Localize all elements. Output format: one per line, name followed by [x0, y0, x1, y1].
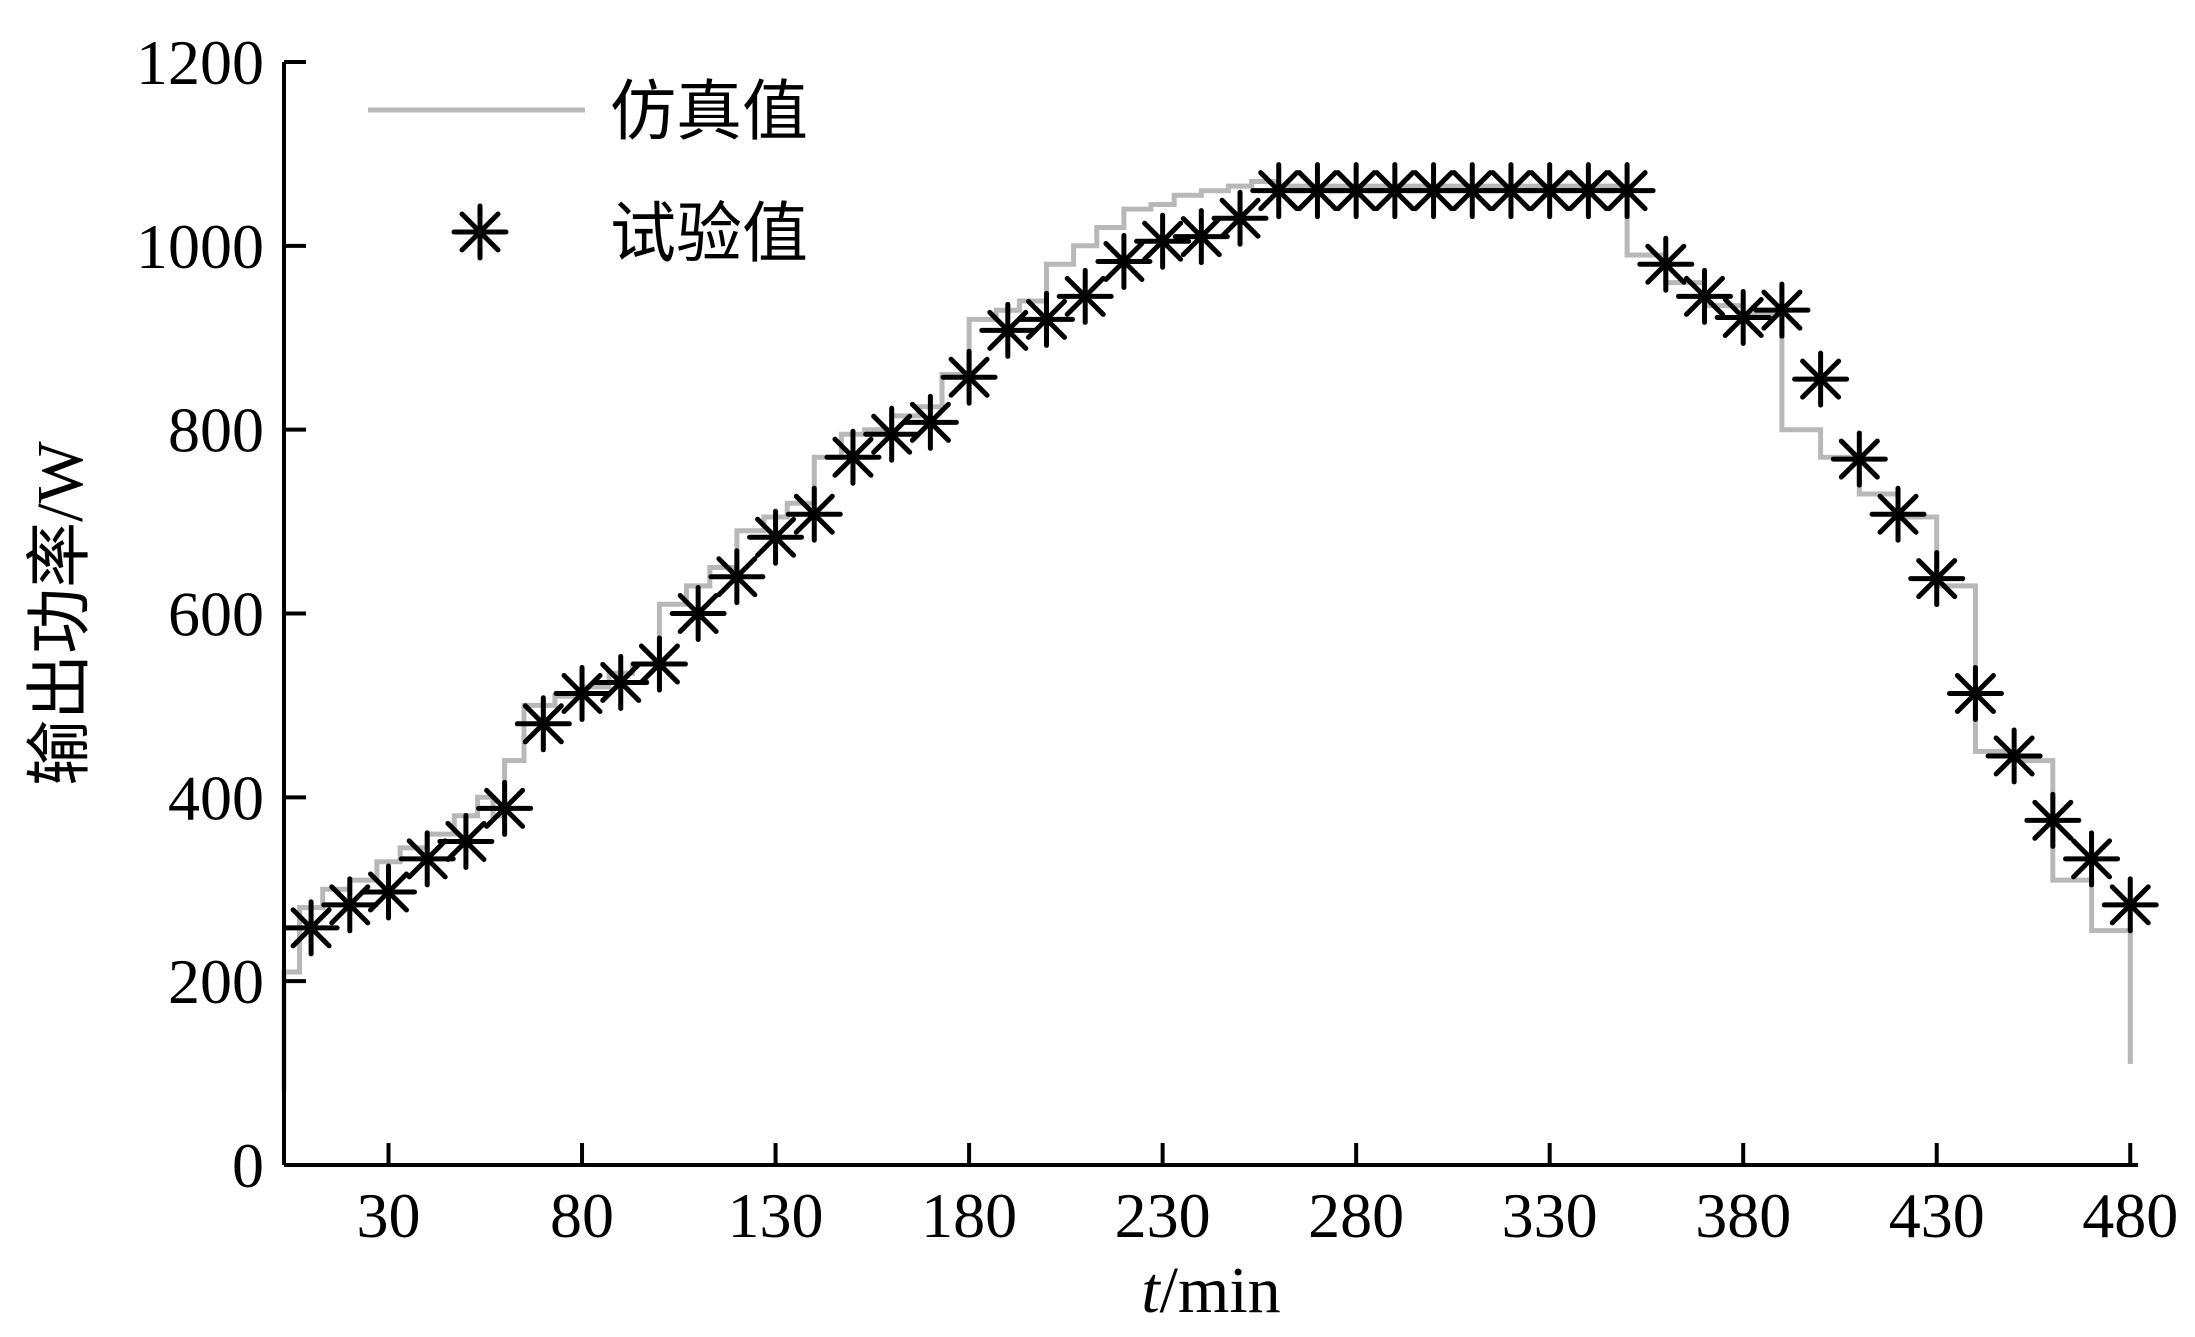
data-point-exp — [1985, 727, 2043, 785]
data-point-exp — [1482, 162, 1540, 220]
data-point-exp — [2063, 830, 2121, 888]
x-tick-label: 280 — [1308, 1180, 1404, 1251]
x-ticks: 30 80 130 180 230 280 330 380 430 480 — [357, 1143, 2178, 1251]
data-point-exp — [282, 899, 340, 957]
data-point-exp — [1056, 267, 1114, 325]
data-point-exp — [1908, 550, 1966, 608]
legend-swatch-exp — [451, 203, 509, 261]
data-point-exp — [669, 585, 727, 642]
data-point-exp — [1366, 162, 1424, 220]
data-point-exp — [1714, 289, 1772, 347]
x-tick-label: 230 — [1115, 1180, 1211, 1251]
legend-label-exp: 试验值 — [610, 198, 808, 271]
data-point-exp — [2101, 876, 2159, 934]
data-point-exp — [553, 664, 611, 722]
data-point-exp — [1327, 162, 1385, 220]
y-tick-label: 200 — [168, 946, 264, 1017]
data-point-exp — [476, 779, 534, 837]
data-point-exp — [1830, 430, 1888, 488]
data-point-exp — [747, 508, 805, 566]
y-tick-label: 400 — [168, 762, 264, 833]
data-point-exp — [630, 635, 688, 693]
data-point-exp — [708, 548, 766, 606]
data-point-exp — [863, 405, 921, 463]
data-point-exp — [785, 485, 843, 543]
data-point-exp — [1018, 290, 1076, 348]
x-tick-label: 480 — [2082, 1180, 2178, 1251]
x-tick-label: 380 — [1695, 1180, 1791, 1251]
x-tick-label: 130 — [728, 1180, 824, 1251]
x-tick-label: 430 — [1889, 1180, 1985, 1251]
data-point-exp — [1869, 485, 1927, 543]
data-point-exp — [1598, 162, 1656, 220]
data-point-exp — [1792, 350, 1850, 408]
y-tick-label: 1200 — [136, 27, 264, 98]
data-point-exp — [1211, 189, 1269, 247]
x-axis-label-italic: t — [1141, 1254, 1161, 1327]
data-point-exp — [2024, 791, 2082, 849]
data-point-exp — [824, 428, 882, 486]
axes: 30 80 130 180 230 280 330 380 430 480 0 200 400 600 8… — [136, 27, 2178, 1251]
data-point-exp — [398, 830, 456, 888]
data-point-exp — [901, 393, 959, 451]
series-markers-exp — [282, 162, 2159, 957]
y-ticks: 0 200 400 600 800 1000 1200 — [136, 27, 306, 1201]
x-axis-label-unit: /min — [1160, 1254, 1281, 1327]
data-point-exp — [979, 301, 1037, 359]
y-tick-label: 800 — [168, 395, 264, 466]
legend: 仿真值 试验值 — [368, 76, 808, 271]
data-point-exp — [592, 653, 650, 711]
legend-marker-exp — [451, 203, 509, 261]
data-point-exp — [940, 348, 998, 406]
data-point-exp — [321, 876, 379, 934]
data-point-exp — [1095, 232, 1153, 290]
data-point-exp — [1675, 267, 1733, 325]
x-tick-label: 180 — [921, 1180, 1017, 1251]
plot-area — [281, 162, 2159, 1092]
data-point-exp — [1405, 162, 1463, 220]
data-point-exp — [360, 863, 418, 921]
y-axis-label: 输出功率/W — [24, 440, 97, 785]
legend-label-sim: 仿真值 — [610, 76, 808, 149]
y-tick-label: 1000 — [136, 211, 264, 282]
data-point-exp — [1134, 212, 1192, 270]
data-point-exp — [1172, 208, 1230, 266]
data-point-exp — [1637, 235, 1695, 293]
data-point-exp — [1443, 162, 1501, 220]
data-point-exp — [437, 812, 495, 870]
y-tick-label: 0 — [232, 1130, 264, 1201]
data-point-exp — [1753, 281, 1811, 339]
x-tick-label: 80 — [550, 1180, 614, 1251]
data-point-exp — [1946, 664, 2004, 722]
series-line-sim — [281, 179, 2133, 1092]
y-tick-label: 600 — [168, 579, 264, 650]
x-tick-label: 30 — [357, 1180, 421, 1251]
data-point-exp — [514, 695, 572, 753]
x-tick-label: 330 — [1502, 1180, 1598, 1251]
x-axis-label: t/min — [1141, 1254, 1280, 1327]
